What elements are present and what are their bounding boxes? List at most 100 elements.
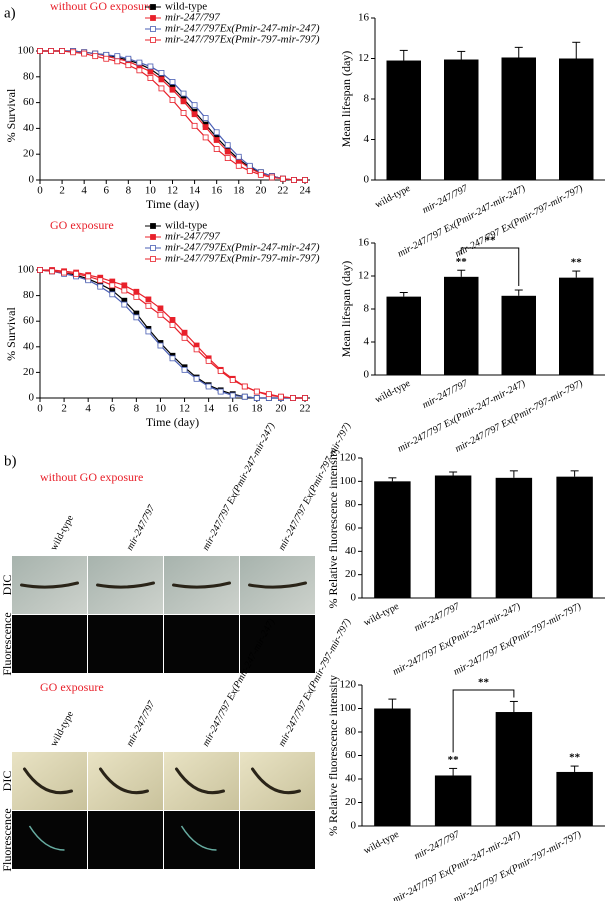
marker: [169, 97, 176, 103]
marker: [191, 122, 198, 129]
worm: [175, 767, 225, 795]
marker: [158, 85, 165, 92]
y-axis-label: % Survival: [4, 88, 18, 142]
bar: [556, 771, 593, 826]
bar: [559, 58, 594, 180]
marker: [133, 293, 140, 300]
column-label: wild-type: [48, 709, 76, 748]
column-label: wild-type: [48, 513, 76, 552]
y-tick-label: 40: [345, 773, 357, 785]
x-tick-label: 18: [251, 403, 263, 415]
marker: [157, 305, 164, 312]
x-tick-label: mir-247/797: [421, 378, 471, 412]
marker: [202, 124, 209, 131]
micrograph: [164, 615, 239, 673]
micrograph: [240, 615, 315, 673]
series-line: [40, 50, 305, 181]
marker: [136, 59, 143, 66]
y-tick-label: 20: [345, 568, 357, 580]
marker: [241, 383, 248, 390]
marker: [37, 267, 43, 273]
marker: [85, 273, 92, 280]
y-tick-label: 40: [345, 545, 357, 557]
bar: [495, 477, 533, 598]
marker: [257, 171, 264, 178]
marker: [229, 392, 236, 399]
marker: [224, 148, 231, 155]
y-tick-label: 4: [364, 336, 370, 348]
worm: [96, 581, 155, 589]
micrograph: [164, 752, 239, 810]
marker: [246, 168, 253, 174]
bar: [444, 276, 479, 375]
marker: [121, 301, 128, 308]
row-label: Fluorescence: [0, 808, 14, 871]
y-tick-label: 120: [340, 679, 357, 691]
series-line: [40, 269, 305, 399]
y-tick-label: 100: [340, 475, 357, 487]
marker: [114, 58, 121, 65]
x-tick-label: 8: [134, 403, 140, 415]
y-axis-label: Mean lifespan (day): [339, 51, 353, 148]
micrograph: [164, 811, 239, 869]
y-tick-label: 16: [358, 237, 370, 249]
worm: [20, 581, 79, 589]
marker: [169, 317, 176, 323]
bar: [374, 708, 411, 826]
marker: [253, 388, 260, 395]
x-tick-label: 10: [155, 403, 167, 415]
bar: [434, 475, 472, 598]
x-tick-label: 0: [37, 403, 43, 415]
y-tick-label: 40: [23, 340, 35, 352]
x-tick-label: 2: [61, 403, 67, 415]
micrograph: [88, 615, 163, 673]
row-label: DIC: [0, 575, 14, 596]
x-tick-label: 2: [59, 185, 65, 197]
x-tick-label: wild-type: [373, 378, 412, 406]
y-tick-label: 20: [345, 796, 357, 808]
marker: [213, 146, 220, 152]
legend-label: mir-247/797Ex(Pmir-797-mir-797): [165, 34, 320, 46]
x-tick-label: 16: [211, 185, 223, 197]
marker: [158, 70, 165, 76]
grid-title: GO exposure: [40, 680, 104, 694]
worm: [251, 767, 301, 795]
legend-label: mir-247/797: [165, 12, 220, 24]
micrograph: [12, 811, 87, 869]
significance: **: [448, 754, 460, 766]
marker: [268, 174, 275, 181]
x-tick-label: 12: [179, 403, 190, 415]
y-tick-label: 0: [364, 174, 370, 186]
marker: [145, 302, 152, 309]
legend-marker: [150, 256, 156, 262]
marker: [157, 311, 164, 318]
y-tick-label: 0: [351, 820, 357, 832]
marker: [290, 395, 296, 401]
marker: [278, 393, 284, 400]
y-tick-label: 40: [23, 122, 35, 134]
marker: [48, 48, 54, 54]
legend-marker: [150, 4, 156, 10]
panel-label: a): [4, 5, 16, 21]
legend-marker: [150, 37, 156, 43]
marker: [81, 50, 88, 57]
y-tick-label: 120: [340, 452, 357, 464]
marker: [114, 53, 121, 60]
bracket: [460, 247, 520, 287]
marker: [205, 383, 212, 390]
series-line: [40, 50, 305, 181]
marker: [133, 288, 140, 295]
marker: [73, 270, 80, 277]
marker: [169, 355, 176, 362]
legend-marker: [150, 223, 156, 229]
bar: [556, 476, 593, 598]
marker: [253, 395, 260, 401]
y-tick-label: 16: [358, 12, 370, 24]
marker: [49, 268, 55, 275]
legend-label: wild-type: [165, 1, 207, 13]
legend-marker: [150, 245, 156, 251]
significance: **: [478, 677, 490, 689]
legend-label: wild-type: [165, 220, 207, 232]
x-tick-label: wild-type: [362, 601, 401, 629]
x-tick-label: 6: [104, 185, 110, 197]
